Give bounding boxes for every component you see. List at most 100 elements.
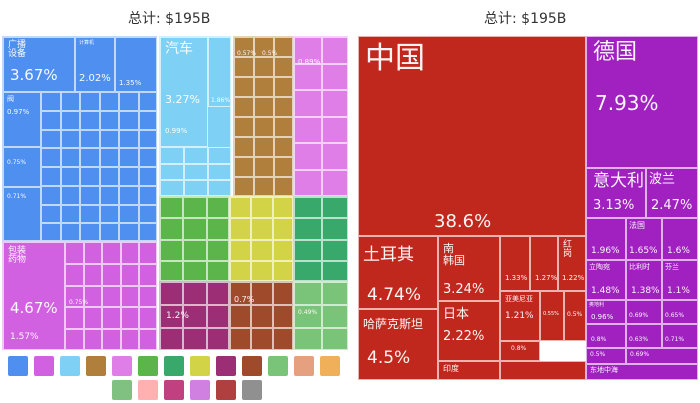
ship-icon[interactable] bbox=[242, 356, 262, 376]
tile-machinery-small[interactable] bbox=[80, 204, 100, 224]
gear-icon[interactable] bbox=[8, 356, 28, 376]
country-tile-1[interactable]: 德国 7.93% bbox=[586, 36, 698, 168]
tile-transport-small[interactable] bbox=[160, 147, 184, 164]
tile-chem-small[interactable] bbox=[102, 307, 121, 330]
tile-plastics-small[interactable] bbox=[294, 143, 322, 170]
tile-chem-small[interactable] bbox=[120, 263, 140, 286]
art-easel-icon[interactable] bbox=[242, 380, 262, 400]
country-tile-9[interactable] bbox=[500, 361, 586, 380]
tile-instr-small[interactable] bbox=[251, 260, 273, 280]
tile-plastics-small[interactable] bbox=[294, 63, 322, 91]
pill-icon[interactable] bbox=[294, 356, 314, 376]
tile-machinery-small[interactable] bbox=[99, 129, 119, 149]
tile-misc-small[interactable] bbox=[251, 328, 273, 349]
tile-metals-small[interactable] bbox=[254, 57, 274, 77]
country-tile-19[interactable]: 立陶宛 1.48% bbox=[586, 260, 626, 300]
tile-textiles-small[interactable] bbox=[294, 239, 322, 261]
tile-machinery-small[interactable] bbox=[99, 148, 119, 167]
country-tile-17[interactable]: 1.96% bbox=[586, 218, 626, 260]
tile-plastics-small[interactable] bbox=[294, 37, 322, 64]
sector-transport[interactable]: 汽车 3.27% 0.99% 1.86% bbox=[159, 36, 231, 196]
tile-machinery-small[interactable] bbox=[60, 223, 80, 240]
country-tile-15[interactable]: 0.8% bbox=[500, 341, 540, 361]
tile-metals-small[interactable] bbox=[274, 177, 292, 195]
tile-machinery-small[interactable] bbox=[119, 129, 139, 149]
tile-machinery-small[interactable] bbox=[138, 148, 156, 167]
tile-metals-small[interactable] bbox=[254, 97, 274, 117]
tile-textiles-small[interactable] bbox=[321, 218, 347, 240]
tile-computers[interactable]: 计算机 2.02% bbox=[75, 37, 115, 92]
tile-other-small[interactable] bbox=[294, 328, 322, 349]
tile-food-small[interactable] bbox=[206, 305, 228, 328]
tile-transport-small[interactable] bbox=[160, 180, 184, 195]
tile-instr-small[interactable] bbox=[272, 239, 292, 261]
tile-veg-small[interactable] bbox=[160, 218, 184, 240]
tile-misc-small[interactable] bbox=[272, 328, 292, 349]
tile-transport-small[interactable] bbox=[208, 180, 230, 195]
country-tile-4[interactable]: 土耳其 4.74% bbox=[358, 236, 438, 309]
diamond-shape-icon[interactable] bbox=[164, 356, 184, 376]
cube-icon[interactable] bbox=[216, 356, 236, 376]
tile-machinery-small[interactable] bbox=[99, 167, 119, 186]
country-tile-25[interactable]: 0.69% bbox=[626, 348, 698, 364]
tile-veg-small[interactable] bbox=[160, 197, 184, 219]
tile-chem-small[interactable] bbox=[102, 285, 121, 308]
tile-machinery-small[interactable] bbox=[41, 148, 61, 167]
country-tile-5[interactable]: 南 韩国 3.24% bbox=[438, 236, 500, 301]
car-icon[interactable] bbox=[86, 356, 106, 376]
tile-metals-small[interactable] bbox=[274, 57, 292, 77]
tile-food-small[interactable] bbox=[160, 282, 184, 305]
tile-instr-small[interactable] bbox=[230, 218, 252, 240]
tile-machinery-small[interactable] bbox=[119, 148, 139, 167]
tile-packaged-medicaments[interactable]: 包装 药物 4.67% 1.57% bbox=[3, 242, 65, 349]
tile-chem-small[interactable] bbox=[65, 307, 84, 330]
tile-veg-small[interactable] bbox=[183, 239, 207, 261]
tile-machinery-small[interactable] bbox=[138, 223, 156, 240]
country-tile-16[interactable]: 法国 1.65% bbox=[626, 218, 662, 260]
tile-plastics-small[interactable] bbox=[321, 37, 347, 64]
recycle-icon[interactable] bbox=[112, 356, 132, 376]
tile-veg-small[interactable] bbox=[206, 218, 228, 240]
tile-chem-small[interactable] bbox=[102, 242, 121, 264]
tile-metals-small[interactable] bbox=[274, 77, 292, 97]
tile-chem-small[interactable] bbox=[83, 307, 103, 330]
tile-other-small[interactable] bbox=[321, 282, 347, 305]
tile-machinery-small[interactable] bbox=[41, 185, 61, 205]
tile-instr-small[interactable] bbox=[251, 239, 273, 261]
tile-food-small[interactable] bbox=[183, 282, 207, 305]
tile-transport-small[interactable] bbox=[184, 180, 208, 195]
country-tile-18[interactable]: 1.6% bbox=[662, 218, 698, 260]
tile-textiles-small[interactable] bbox=[294, 218, 322, 240]
country-tile-27[interactable]: 0.63% bbox=[626, 324, 662, 348]
tile-machinery-small[interactable] bbox=[41, 92, 61, 111]
tile-metals-small[interactable] bbox=[234, 97, 254, 117]
tile-plastics-small[interactable] bbox=[294, 116, 322, 144]
tile-machinery-small[interactable] bbox=[41, 204, 61, 224]
tile-machinery-small[interactable] bbox=[138, 204, 156, 224]
tile-machinery-small[interactable] bbox=[138, 92, 156, 111]
tile-textiles-small[interactable] bbox=[321, 239, 347, 261]
tile-machinery-small[interactable] bbox=[60, 148, 80, 167]
tile-metals-small[interactable] bbox=[274, 117, 292, 137]
tile-misc-small[interactable] bbox=[272, 282, 292, 305]
tile-chem-small[interactable] bbox=[120, 329, 140, 349]
tile-instr-small[interactable] bbox=[272, 197, 292, 219]
tile-veg-small[interactable] bbox=[183, 260, 207, 280]
tile-instr-small[interactable] bbox=[230, 197, 252, 219]
tile-metals-small[interactable] bbox=[234, 157, 254, 177]
tile-plastics-small[interactable] bbox=[321, 63, 347, 91]
tile-valves[interactable]: 阀 0.97% bbox=[3, 92, 41, 147]
country-tile-13[interactable]: 0.55% bbox=[540, 291, 564, 341]
sector-vegetables[interactable] bbox=[159, 196, 229, 281]
tile-plastics-small[interactable] bbox=[321, 170, 347, 195]
country-tile-21[interactable]: 芬兰 1.1% bbox=[662, 260, 698, 300]
tile-transport-small[interactable] bbox=[208, 163, 230, 181]
tile-plastics-small[interactable] bbox=[321, 143, 347, 170]
tile-misc-small[interactable] bbox=[251, 305, 273, 328]
tile-plastics-small[interactable] bbox=[294, 170, 322, 195]
country-tile-30[interactable]: 东地中海 bbox=[586, 364, 698, 380]
tile-metals-small[interactable] bbox=[274, 37, 292, 57]
tile-chem-small[interactable] bbox=[65, 285, 84, 308]
country-tile-3[interactable]: 波兰 2.47% bbox=[646, 168, 698, 218]
tile-machinery-small[interactable] bbox=[60, 92, 80, 111]
